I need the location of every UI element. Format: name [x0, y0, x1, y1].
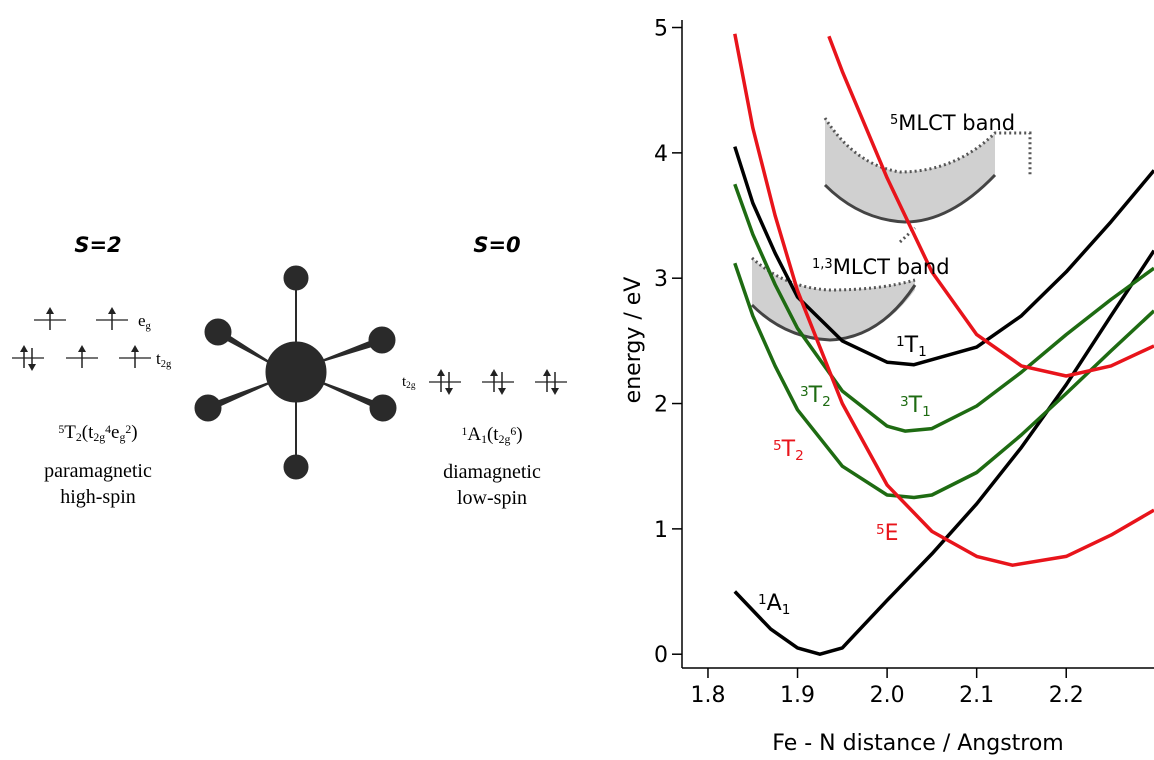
text-segment: 2g [499, 433, 511, 446]
curve [733, 146, 1154, 367]
text-segment: 3 [900, 394, 909, 410]
text-segment: T [64, 422, 76, 443]
text-segment: A [467, 424, 481, 445]
text-segment: e [138, 311, 146, 330]
text-segment: 1 [896, 334, 905, 350]
curve-label: 5T2 [773, 437, 804, 464]
x-tick-label: 2.0 [870, 683, 905, 708]
x-tick-label: 2.1 [959, 683, 994, 708]
x-tick-label: 2.2 [1049, 683, 1084, 708]
text-segment: 2 [125, 423, 131, 436]
text-segment: 4 [105, 423, 111, 436]
y-tick-label: 0 [654, 643, 668, 668]
annotation: 5MLCT band [890, 111, 1015, 135]
text-segment: 1 [461, 425, 467, 438]
arrow-head [543, 369, 551, 376]
text-segment: A [767, 591, 782, 616]
x-tick-label: 1.9 [780, 683, 815, 708]
text-segment: T [904, 333, 919, 358]
arrow-head [78, 345, 86, 352]
curve-label: 5E [876, 521, 899, 546]
text-segment: 2 [822, 394, 831, 410]
curve-label: 1A1 [758, 591, 790, 618]
spin-state: low-spin [457, 487, 527, 509]
y-tick-label: 3 [654, 267, 668, 292]
arrow-head [131, 345, 139, 352]
text-segment: E [885, 521, 899, 546]
text-segment: T [808, 383, 823, 408]
x-axis-label: Fe - N distance / Angstrom [772, 731, 1063, 756]
arrow-head [498, 388, 506, 395]
y-tick-label: 5 [654, 17, 668, 42]
text-segment: 5 [773, 438, 782, 454]
y-tick-label: 1 [654, 518, 668, 543]
text-segment: ) [131, 422, 137, 443]
text-segment: T [781, 437, 796, 462]
magnetism: paramagnetic [44, 460, 152, 482]
text-segment: 1 [782, 602, 791, 618]
text-segment: MLCT band [833, 255, 950, 279]
term-symbol: 1A1(t2g6) [461, 424, 522, 446]
curve [827, 35, 1154, 378]
curve [733, 33, 1154, 567]
spin-state: high-spin [60, 486, 136, 508]
text-segment: ) [516, 424, 522, 445]
text-segment: 2g [406, 381, 416, 391]
text-segment: 2 [76, 431, 82, 444]
arrow-head [445, 388, 453, 395]
text-segment: t [402, 374, 407, 390]
spin-label: S=2 [74, 233, 121, 257]
text-segment: (t [82, 422, 94, 443]
arrow-head [437, 369, 445, 376]
spin-label: S=0 [473, 233, 520, 257]
curve-label: 3T1 [900, 393, 931, 420]
text-segment: 5 [890, 113, 898, 128]
text-segment: 1 [922, 404, 931, 420]
text-segment: 2g [93, 431, 105, 444]
arrow-head [20, 345, 28, 352]
text-segment: (t [487, 424, 499, 445]
arrow-head [28, 364, 36, 371]
curve-label: 1T1 [896, 333, 927, 360]
text-segment: g [146, 321, 152, 332]
text-segment: 5 [58, 423, 64, 436]
orbital-label: t2g [156, 349, 172, 370]
text-segment: MLCT band [898, 111, 1015, 135]
y-tick-label: 2 [654, 393, 668, 418]
text-segment: 1,3 [812, 257, 833, 272]
orbital-label: eg [138, 311, 152, 332]
arrow-head [551, 388, 559, 395]
curve [733, 262, 1154, 500]
arrow-head [108, 307, 116, 314]
text-segment: T [908, 393, 923, 418]
mlct-bands [750, 117, 1032, 342]
x-tick-label: 1.8 [690, 683, 725, 708]
y-tick-label: 4 [654, 142, 668, 167]
text-segment: g [119, 431, 125, 444]
text-segment: 1 [758, 592, 767, 608]
term-symbol: 5T2(t2g4eg2) [58, 422, 137, 444]
text-segment: 6 [510, 425, 516, 438]
arrow-head [490, 369, 498, 376]
annotation: 1,3MLCT band [812, 255, 950, 279]
curve [733, 183, 1154, 433]
text-segment: 1 [481, 433, 487, 446]
text-segment: e [111, 422, 119, 443]
curve-label: 3T2 [800, 383, 831, 410]
text-segment: t [156, 349, 161, 368]
text-segment: 2g [161, 359, 172, 370]
orbital-label: t2g [402, 374, 416, 391]
text-segment: 1 [918, 344, 927, 360]
arrow-head [46, 307, 54, 314]
text-segment: 2 [795, 448, 804, 464]
magnetism: diamagnetic [443, 461, 541, 483]
text-segment: 3 [800, 384, 809, 400]
text-segment: 5 [876, 522, 885, 538]
y-axis-label: energy / eV [621, 277, 646, 404]
octahedron [194, 265, 397, 480]
